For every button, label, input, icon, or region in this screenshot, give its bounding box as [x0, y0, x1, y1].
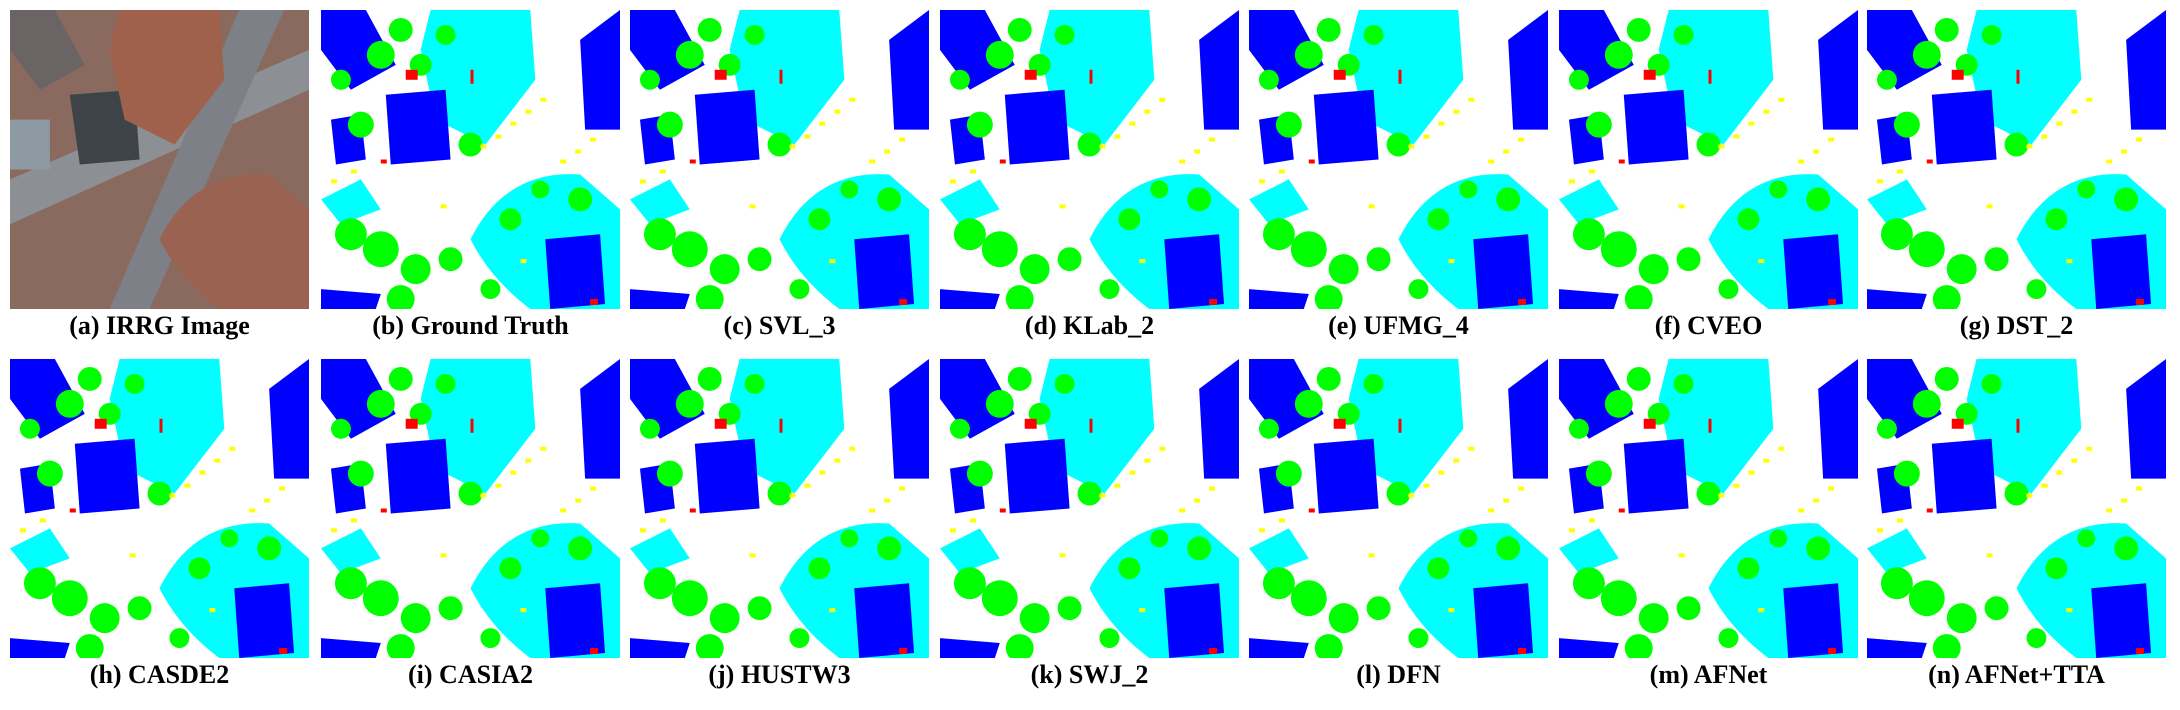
segmentation-map — [10, 359, 309, 658]
panel-caption: (a) IRRG Image — [69, 311, 250, 340]
segmentation-map — [630, 359, 929, 658]
panels: (a) IRRG Image (b) Ground Truth (c) SVL_3 (… — [10, 10, 2166, 689]
panel: (d) KLab_2 — [940, 10, 1239, 340]
panel-caption: (f) CVEO — [1655, 311, 1763, 340]
segmentation-map — [1249, 10, 1548, 309]
panel: (a) IRRG Image — [10, 10, 309, 340]
segmentation-map — [940, 359, 1239, 658]
panel-caption: (j) HUSTW3 — [708, 660, 850, 689]
panel: (f) CVEO — [1559, 10, 1858, 340]
segmentation-map — [1867, 359, 2166, 658]
panel-caption: (m) AFNet — [1650, 660, 1768, 689]
panel-caption: (h) CASDE2 — [90, 660, 229, 689]
panel-caption: (k) SWJ_2 — [1031, 660, 1149, 689]
panel-caption: (d) KLab_2 — [1025, 311, 1154, 340]
panel-caption: (e) UFMG_4 — [1328, 311, 1469, 340]
panel: (g) DST_2 — [1867, 10, 2166, 340]
segmentation-map — [1559, 10, 1858, 309]
panel: (i) CASIA2 — [321, 359, 620, 689]
segmentation-map — [1867, 10, 2166, 309]
aerial-image — [10, 10, 309, 309]
panel: (l) DFN — [1249, 359, 1548, 689]
panel: (m) AFNet — [1559, 359, 1858, 689]
panel-caption: (g) DST_2 — [1960, 311, 2073, 340]
panel: (h) CASDE2 — [10, 359, 309, 689]
segmentation-map — [321, 359, 620, 658]
segmentation-map — [1559, 359, 1858, 658]
panel: (j) HUSTW3 — [630, 359, 929, 689]
panel: (c) SVL_3 — [630, 10, 929, 340]
panel-caption: (i) CASIA2 — [408, 660, 533, 689]
panel-caption: (b) Ground Truth — [372, 311, 569, 340]
panel: (b) Ground Truth — [321, 10, 620, 340]
panel-caption: (n) AFNet+TTA — [1928, 660, 2105, 689]
panel: (n) AFNet+TTA — [1867, 359, 2166, 689]
panel-caption: (l) DFN — [1356, 660, 1441, 689]
segmentation-map — [940, 10, 1239, 309]
panel: (e) UFMG_4 — [1249, 10, 1548, 340]
panel: (k) SWJ_2 — [940, 359, 1239, 689]
segmentation-map — [630, 10, 929, 309]
segmentation-map — [1249, 359, 1548, 658]
segmentation-map — [321, 10, 620, 309]
panel-caption: (c) SVL_3 — [724, 311, 836, 340]
